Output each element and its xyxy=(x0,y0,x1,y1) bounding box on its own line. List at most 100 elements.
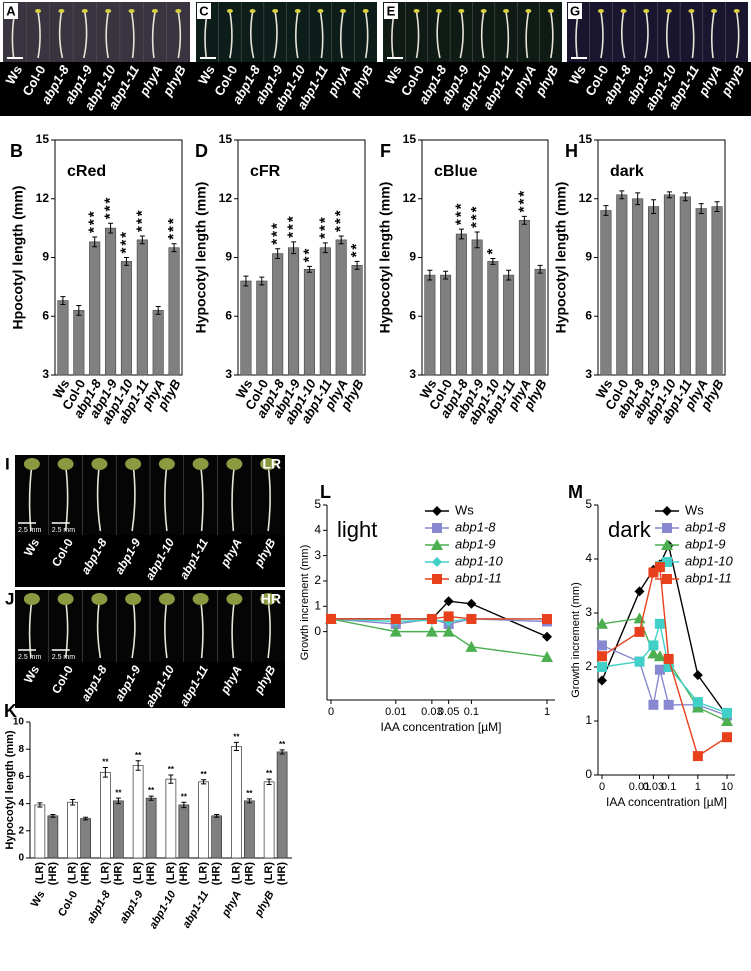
point xyxy=(390,613,401,624)
cotyledon xyxy=(91,593,108,605)
x-tick-label: 0.03 xyxy=(643,781,664,793)
significance: ** xyxy=(348,242,365,258)
seedling xyxy=(550,11,554,59)
cotyledon xyxy=(192,458,209,470)
cotyledon xyxy=(125,593,142,605)
significance: *** xyxy=(102,196,119,220)
cotyledon xyxy=(91,458,108,470)
bar xyxy=(303,268,315,376)
error-bar xyxy=(108,222,114,234)
y-tick-label: 12 xyxy=(36,191,50,205)
legend-marker xyxy=(661,539,673,550)
y-tick-label: 12 xyxy=(219,191,233,205)
bar xyxy=(132,765,144,859)
y-tick-label: 6 xyxy=(409,308,416,322)
cotyledon xyxy=(688,9,695,13)
bar xyxy=(80,818,91,859)
x-tick-label: abp1-8 xyxy=(85,888,114,925)
error-bar xyxy=(521,215,527,225)
x-tick-label: phyA xyxy=(219,889,244,920)
scale-label: 2.5 mm xyxy=(52,527,76,534)
series-tick-label: (HR) xyxy=(276,862,288,886)
seedling xyxy=(83,11,88,59)
bar xyxy=(272,253,284,376)
scale-label: 2.5 mm xyxy=(18,527,42,534)
bar xyxy=(487,261,499,376)
error-bar xyxy=(76,304,82,316)
bar xyxy=(335,239,347,376)
bar xyxy=(695,208,707,376)
error-bar xyxy=(83,816,89,821)
y-tick-label: 9 xyxy=(225,250,232,264)
bar xyxy=(424,274,436,376)
x-tick-label: 0 xyxy=(328,706,334,718)
series-tick-label: (HR) xyxy=(211,862,223,886)
y-tick-label: 2 xyxy=(18,825,24,836)
panel-letter: L xyxy=(320,482,331,502)
x-tick-label: 1 xyxy=(544,706,550,718)
error-bar xyxy=(354,260,360,270)
y-axis-label: Growth increment (mm) xyxy=(570,582,582,698)
x-tick-label: 0 xyxy=(599,781,605,793)
cotyledon xyxy=(23,458,40,470)
y-axis-label: Growth increment (mm) xyxy=(299,545,311,661)
y-axis-label: Hypocotyl length (mm) xyxy=(4,730,16,850)
bar xyxy=(263,781,275,859)
cotyledon xyxy=(226,9,233,13)
legend-marker xyxy=(432,557,442,567)
y-tick-label: 2 xyxy=(314,573,321,587)
x-axis-label: IAA concentration [µM] xyxy=(381,720,502,734)
y-tick-label: 6 xyxy=(585,308,592,322)
cotyledon xyxy=(125,458,142,470)
cotyledon xyxy=(35,9,42,13)
error-bar xyxy=(259,276,265,286)
cotyledon xyxy=(525,9,532,13)
series-tick-label: (HR) xyxy=(243,862,255,886)
cotyledon xyxy=(57,593,74,605)
y-tick-label: 3 xyxy=(585,605,592,619)
cotyledon xyxy=(158,458,175,470)
point xyxy=(722,707,732,718)
bar xyxy=(67,801,78,859)
error-bar xyxy=(322,242,328,254)
bar xyxy=(455,233,467,376)
point xyxy=(597,662,607,672)
bar xyxy=(47,815,59,859)
error-bar xyxy=(635,192,641,206)
bar xyxy=(168,247,180,376)
series-line xyxy=(331,615,547,620)
bar xyxy=(319,247,331,376)
y-tick-label: 15 xyxy=(36,132,50,146)
panel-letter-box xyxy=(197,3,211,19)
point xyxy=(692,697,703,708)
panel-letter: D xyxy=(195,141,208,161)
significance: *** xyxy=(285,214,302,238)
seedling xyxy=(415,11,420,59)
cotyledon xyxy=(128,9,135,13)
bar xyxy=(105,227,117,376)
seedling xyxy=(666,11,670,59)
panel-letter: K xyxy=(4,701,17,721)
error-bar xyxy=(148,795,154,801)
x-axis-label: IAA concentration [µM] xyxy=(606,795,727,809)
significance: *** xyxy=(165,216,182,240)
error-bar xyxy=(506,269,512,281)
bar xyxy=(276,751,288,859)
point xyxy=(647,647,660,659)
seedling xyxy=(177,11,182,59)
error-bar xyxy=(246,798,252,804)
y-tick-label: 8 xyxy=(18,744,24,755)
light-tag: LR xyxy=(262,456,281,472)
x-tick-label: 0.1 xyxy=(464,706,479,718)
seedling xyxy=(735,11,740,59)
error-bar xyxy=(603,205,609,216)
seedling xyxy=(525,11,530,59)
condition-label: cRed xyxy=(67,163,106,180)
error-bar xyxy=(537,264,543,274)
seedling xyxy=(151,11,156,59)
y-tick-label: 3 xyxy=(409,367,416,381)
seedling xyxy=(131,464,136,532)
seedling xyxy=(164,464,168,532)
cotyledon xyxy=(294,9,301,13)
seedling xyxy=(231,464,236,532)
